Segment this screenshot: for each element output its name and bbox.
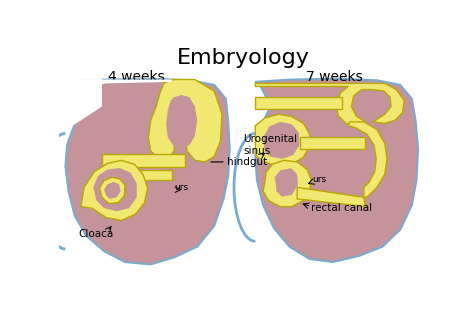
Polygon shape <box>81 160 147 220</box>
Polygon shape <box>63 79 102 128</box>
Text: hindgut: hindgut <box>227 157 267 167</box>
Text: rectal canal: rectal canal <box>311 203 372 213</box>
Polygon shape <box>102 170 172 180</box>
Text: Embryology: Embryology <box>176 48 310 68</box>
Polygon shape <box>255 114 310 166</box>
Polygon shape <box>166 95 197 149</box>
Polygon shape <box>93 168 137 211</box>
Polygon shape <box>275 168 298 197</box>
Text: urs: urs <box>174 183 188 192</box>
Polygon shape <box>348 122 387 199</box>
Polygon shape <box>255 83 404 126</box>
Polygon shape <box>255 79 418 262</box>
Polygon shape <box>65 79 230 264</box>
Polygon shape <box>263 122 300 159</box>
Polygon shape <box>104 182 120 199</box>
Text: 7 weeks: 7 weeks <box>306 69 363 83</box>
Polygon shape <box>148 80 222 162</box>
Polygon shape <box>102 154 185 166</box>
Polygon shape <box>300 137 365 149</box>
Polygon shape <box>255 97 342 109</box>
Text: Cloaca: Cloaca <box>79 228 114 239</box>
Text: 4 weeks: 4 weeks <box>109 69 165 83</box>
Polygon shape <box>263 160 311 206</box>
Polygon shape <box>63 80 172 114</box>
Polygon shape <box>354 91 383 119</box>
Text: urs: urs <box>313 175 327 184</box>
Polygon shape <box>297 187 365 206</box>
Polygon shape <box>100 177 125 204</box>
Text: Urogenital
sinus: Urogenital sinus <box>243 134 297 156</box>
